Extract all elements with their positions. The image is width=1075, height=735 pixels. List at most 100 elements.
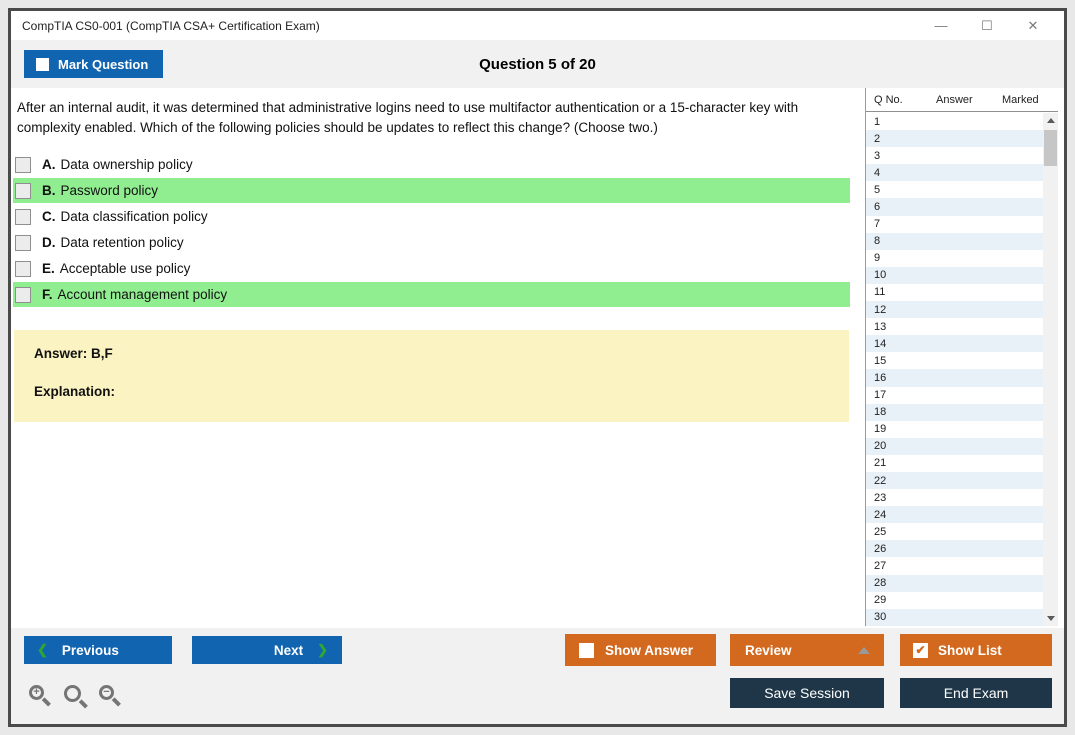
review-dropdown-button[interactable]: Review	[730, 634, 884, 666]
question-list-row[interactable]: 28	[866, 574, 1043, 592]
scroll-up-icon[interactable]	[1043, 113, 1058, 128]
option-checkbox[interactable]	[15, 260, 31, 277]
question-list-row[interactable]: 20	[866, 437, 1043, 455]
scrollbar-thumb[interactable]	[1044, 130, 1057, 166]
answer-option-row[interactable]: A. Data ownership policy	[13, 152, 850, 177]
answer-option-row[interactable]: D. Data retention policy	[13, 230, 850, 255]
answer-option-row[interactable]: B. Password policy	[13, 178, 850, 203]
save-session-button[interactable]: Save Session	[730, 678, 884, 708]
zoom-controls: + −	[28, 684, 124, 710]
question-list-cell: 14	[874, 337, 887, 350]
maximize-icon[interactable]: ☐	[981, 17, 993, 33]
show-answer-checkbox[interactable]	[579, 642, 594, 658]
question-list-cell: 23	[874, 491, 887, 504]
previous-button[interactable]: ❮ Previous	[24, 636, 172, 664]
question-list-row[interactable]: 24	[866, 506, 1043, 524]
question-list-row[interactable]: 26	[866, 540, 1043, 558]
question-list-cell: 8	[874, 235, 881, 248]
answer-option-row[interactable]: E. Acceptable use policy	[13, 256, 850, 281]
previous-label: Previous	[61, 642, 119, 658]
explanation-label: Explanation:	[34, 384, 116, 399]
answer-label: Answer: B,F	[34, 346, 113, 361]
options-list: A. Data ownership policy B. Password policy…	[13, 152, 850, 308]
question-list-row[interactable]: 16	[866, 369, 1043, 387]
option-checkbox[interactable]	[15, 286, 31, 303]
question-list-row[interactable]: 30	[866, 608, 1043, 626]
option-checkbox[interactable]	[15, 156, 31, 173]
option-letter: F.	[42, 287, 53, 302]
next-button[interactable]: Next ❯	[192, 636, 342, 664]
question-list-panel: Q No. Answer Marked 1 2 3 4 5 6 7 8 9 10 11 12 13 14 1…	[865, 88, 1058, 626]
save-session-label: Save Session	[764, 685, 850, 701]
question-list-row[interactable]: 3	[866, 147, 1043, 164]
question-list-row[interactable]: 22	[866, 471, 1043, 490]
question-list-cell: 26	[874, 542, 887, 555]
question-list-row[interactable]: 21	[866, 455, 1043, 472]
show-answer-label: Show Answer	[605, 642, 694, 658]
option-checkbox[interactable]	[15, 182, 31, 199]
header-strip: Mark Question Question 5 of 20	[11, 40, 1064, 88]
mark-question-button[interactable]: Mark Question	[24, 50, 164, 78]
question-list-row[interactable]: 1	[866, 113, 1043, 130]
footer-bar: ❮ Previous Next ❯ Show Answer Review ✔ S…	[11, 628, 1064, 724]
review-dropdown-arrow-icon	[858, 647, 870, 654]
question-list-header: Q No. Answer Marked	[866, 88, 1058, 112]
question-list-row[interactable]: 18	[866, 403, 1043, 421]
answer-option-row[interactable]: C. Data classification policy	[13, 204, 850, 229]
question-list-row[interactable]: 25	[866, 523, 1043, 540]
column-header-qno: Q No.	[874, 93, 903, 106]
question-list-cell: 6	[874, 201, 881, 214]
end-exam-button[interactable]: End Exam	[900, 678, 1052, 708]
scroll-down-icon[interactable]	[1043, 611, 1058, 626]
option-letter: D.	[42, 235, 56, 250]
zoom-reset-icon[interactable]	[63, 684, 89, 710]
option-text: Data retention policy	[60, 235, 184, 250]
question-list-row[interactable]: 14	[866, 335, 1043, 353]
option-letter: E.	[42, 261, 55, 276]
question-list-cell: 3	[874, 149, 881, 162]
question-list-cell: 1	[874, 115, 881, 128]
question-list-row[interactable]: 6	[866, 198, 1043, 216]
question-list-row[interactable]: 11	[866, 284, 1043, 301]
question-counter: Question 5 of 20	[479, 55, 596, 73]
question-list-row[interactable]: 12	[866, 301, 1043, 319]
question-list-row[interactable]: 10	[866, 266, 1043, 284]
question-list-row[interactable]: 29	[866, 592, 1043, 609]
question-list-row[interactable]: 27	[866, 557, 1043, 574]
end-exam-label: End Exam	[943, 685, 1009, 701]
question-list-cell: 16	[874, 371, 887, 384]
question-list-row[interactable]: 8	[866, 232, 1043, 250]
option-text: Password policy	[60, 183, 159, 198]
question-list-row[interactable]: 5	[866, 181, 1043, 198]
chevron-right-icon: ❯	[317, 642, 328, 657]
question-list-row[interactable]: 13	[866, 318, 1043, 335]
show-list-label: Show List	[938, 642, 1002, 658]
question-list-cell: 17	[874, 389, 887, 402]
question-list-row[interactable]: 2	[866, 130, 1043, 148]
answer-option-row[interactable]: F. Account management policy	[13, 282, 850, 307]
show-list-checkbox[interactable]: ✔	[913, 642, 928, 658]
close-icon[interactable]: ✕	[1027, 17, 1039, 33]
show-list-button[interactable]: ✔ Show List	[900, 634, 1052, 666]
question-list-row[interactable]: 4	[866, 164, 1043, 182]
question-list-row[interactable]: 17	[866, 387, 1043, 404]
mark-question-checkbox[interactable]	[36, 57, 49, 71]
question-list-row[interactable]: 23	[866, 489, 1043, 506]
zoom-in-icon[interactable]: +	[28, 684, 54, 710]
review-label: Review	[745, 642, 792, 658]
question-list-cell: 5	[874, 183, 881, 196]
option-checkbox[interactable]	[15, 208, 31, 225]
show-answer-button[interactable]: Show Answer	[565, 634, 716, 666]
option-text: Data ownership policy	[60, 157, 193, 172]
question-list-cell: 20	[874, 440, 887, 453]
question-list-scrollbar[interactable]	[1043, 113, 1058, 626]
app-window: CompTIA CS0-001 (CompTIA CSA+ Certificat…	[8, 8, 1067, 727]
option-checkbox[interactable]	[15, 234, 31, 251]
question-list-cell: 2	[874, 132, 881, 145]
question-list-row[interactable]: 7	[866, 216, 1043, 233]
zoom-out-icon[interactable]: −	[98, 684, 124, 710]
question-list-row[interactable]: 19	[866, 421, 1043, 438]
question-list-row[interactable]: 15	[866, 352, 1043, 369]
question-list-row[interactable]: 9	[866, 250, 1043, 267]
minimize-icon[interactable]: —	[934, 18, 948, 33]
